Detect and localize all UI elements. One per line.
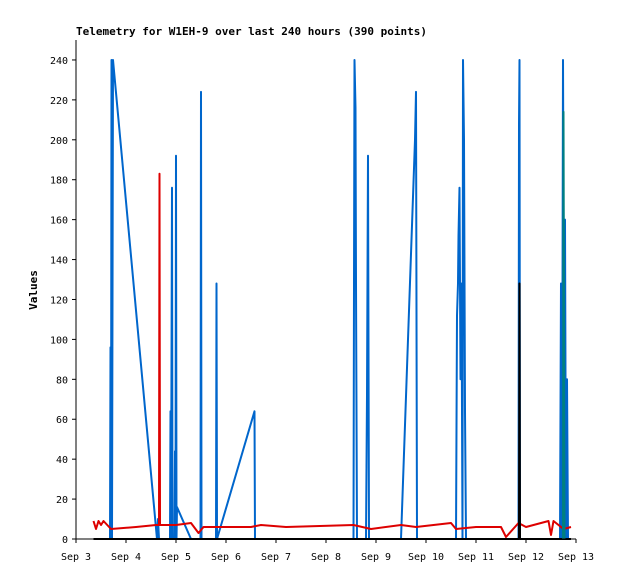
y-tick-label: 200 [50,136,68,147]
x-tick-label: Sep 7 [261,552,291,563]
axes-layer: 0 20 40 60 80 100 120 140 160 180 200 220 240 Sep 3 Se… [50,40,594,563]
x-tick-label: Sep 11 [458,552,494,563]
series-line-3 [562,110,566,540]
x-tick-label: Sep 10 [408,552,444,563]
series-line-2 [93,282,571,540]
series-line-0 [103,59,569,540]
chart-title: Telemetry for W1EH-9 over last 240 hours… [76,25,427,38]
x-tick-label: Sep 13 [558,552,594,563]
x-tick-label: Sep 6 [211,552,241,563]
y-tick-label: 140 [50,256,68,267]
x-tick-label: Sep 4 [111,552,141,563]
x-tick-label: Sep 9 [361,552,391,563]
y-tick-label: 100 [50,335,68,346]
y-tick-label: 120 [50,295,68,306]
y-tick-label: 20 [56,495,68,506]
x-tick-label: Sep 8 [311,552,341,563]
x-tick-label: Sep 5 [161,552,191,563]
y-tick-label: 60 [56,415,68,426]
series-layer [92,59,572,540]
y-tick-label: 240 [50,56,68,67]
y-tick-label: 0 [62,535,68,546]
series-line-1 [92,172,572,538]
x-tick-label: Sep 12 [508,552,544,563]
y-tick-label: 40 [56,455,68,466]
y-tick-label: 160 [50,216,68,227]
y-tick-label: 180 [50,176,68,187]
y-tick-label: 80 [56,375,68,386]
y-tick-label: 220 [50,96,68,107]
x-tick-label: Sep 3 [61,552,91,563]
y-axis-label: Values [27,270,40,310]
